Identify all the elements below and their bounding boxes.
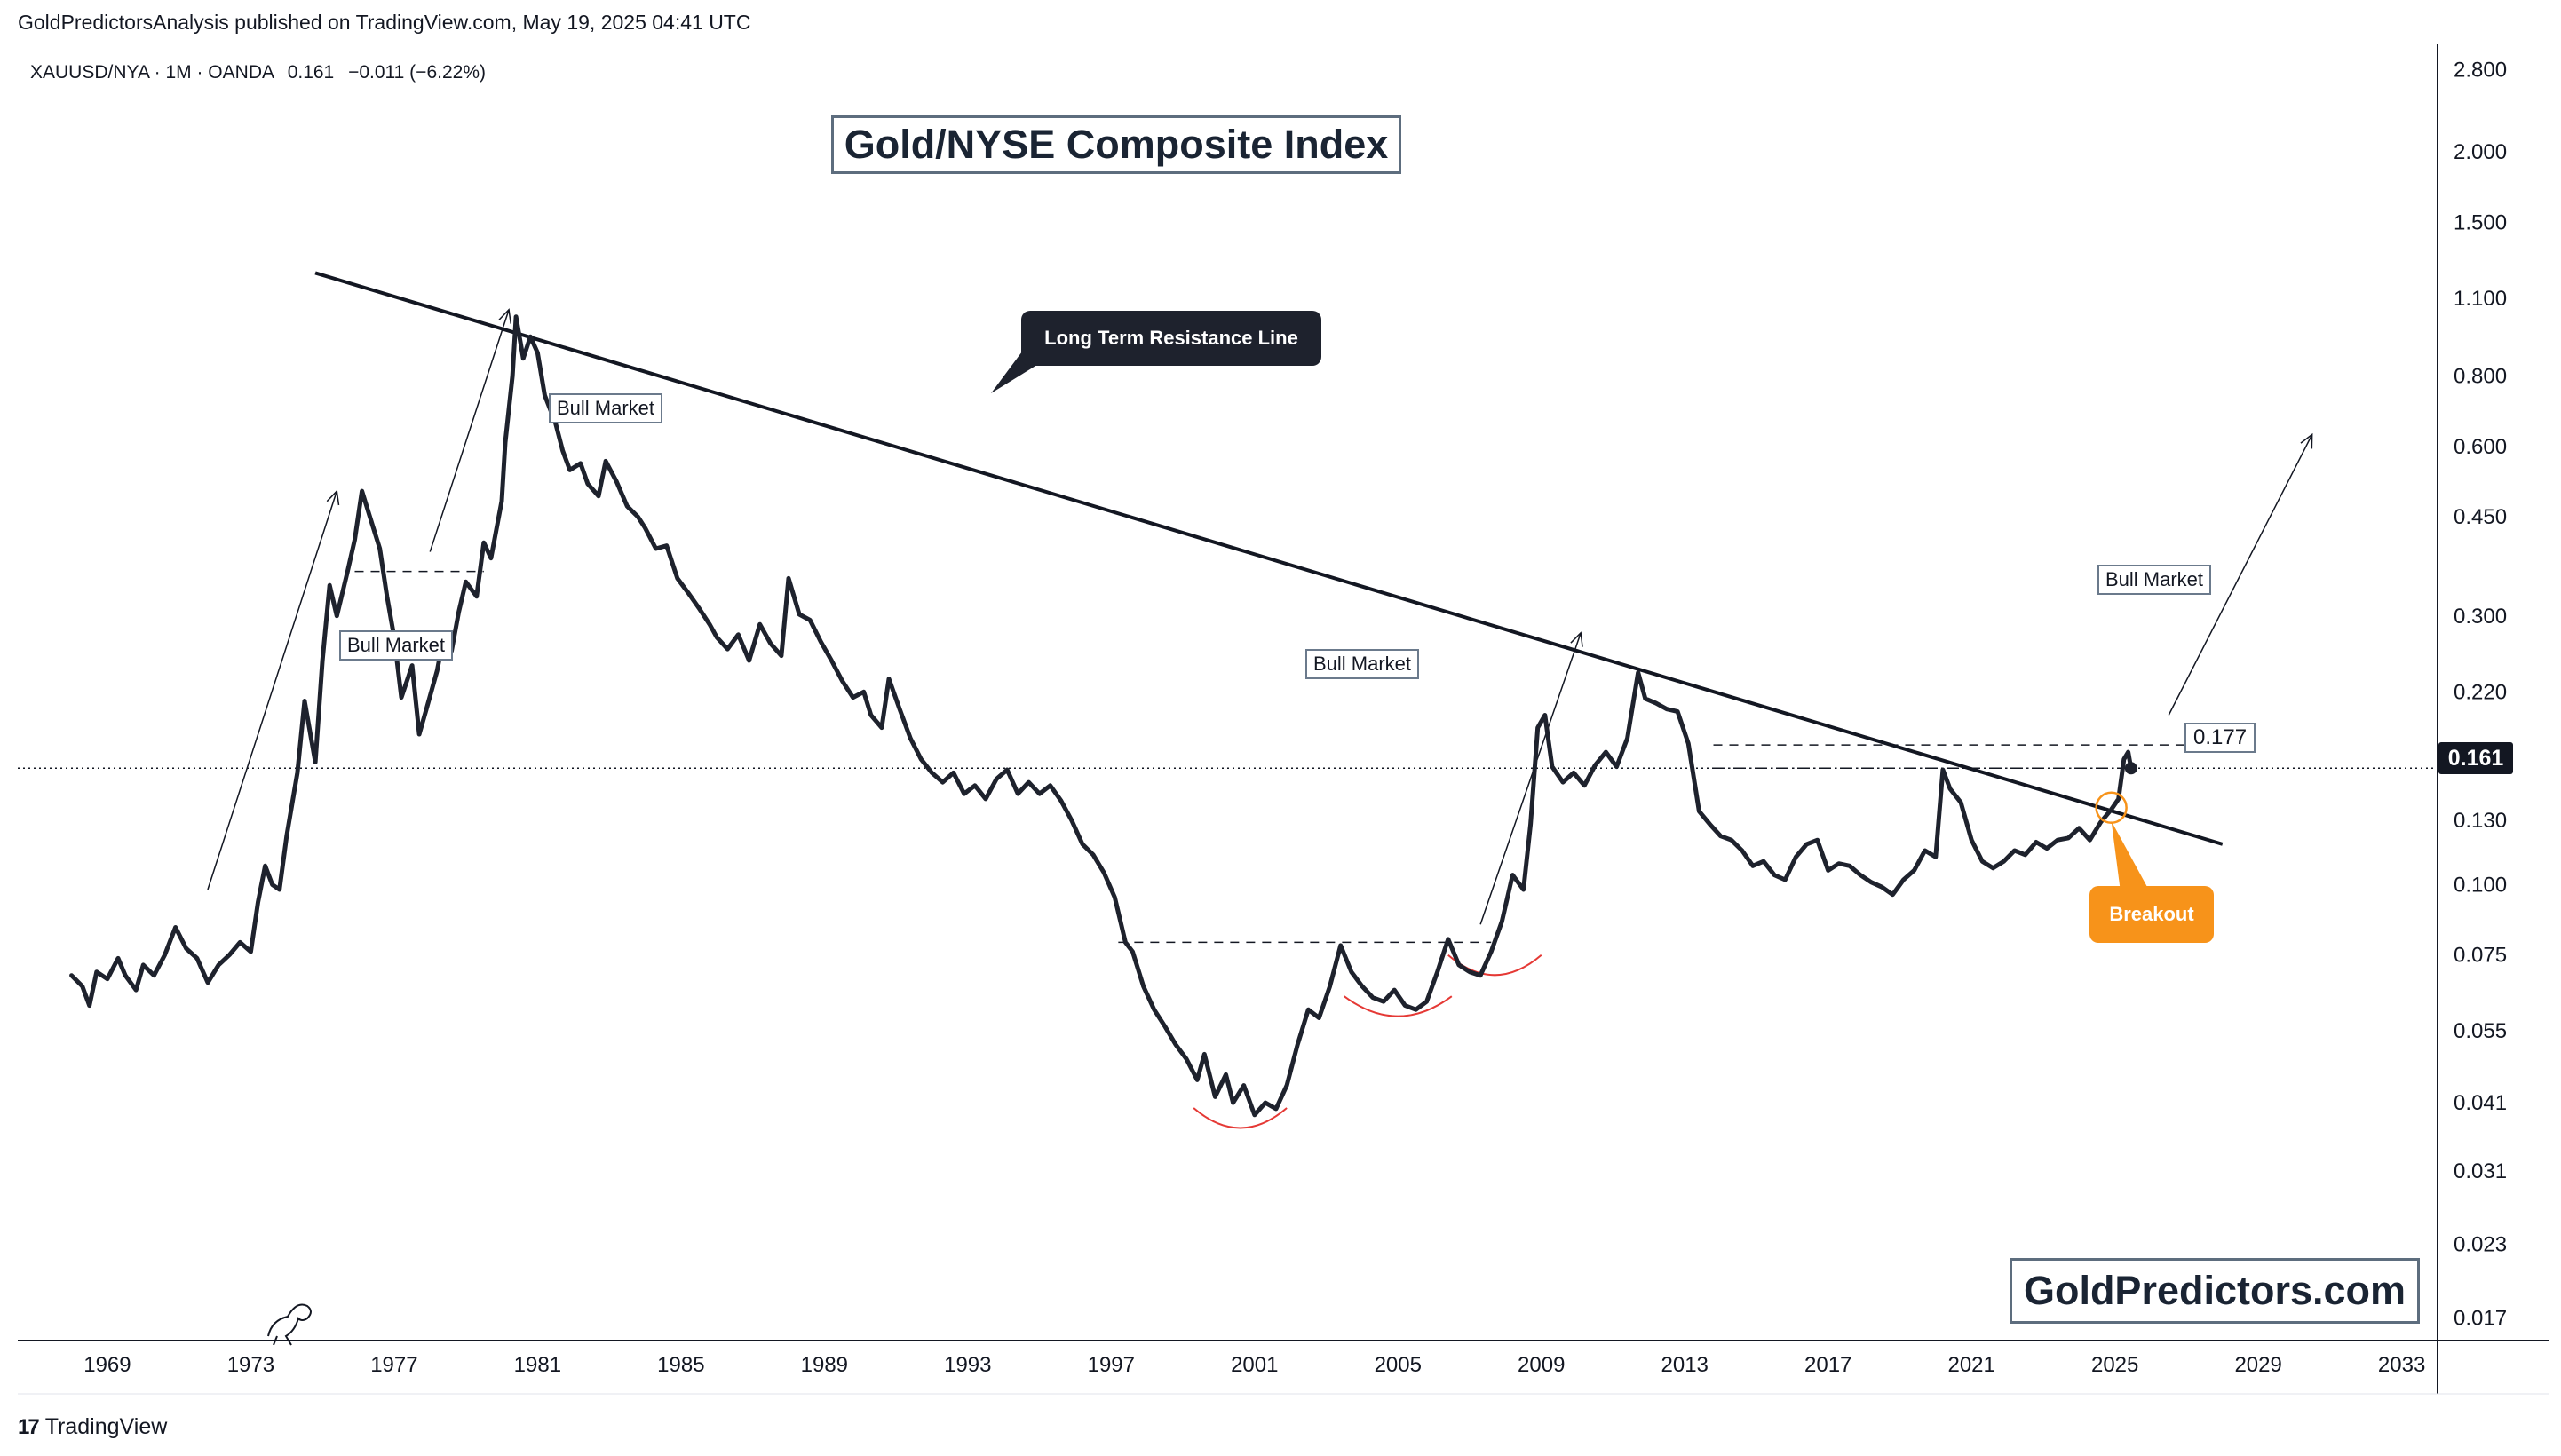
y-tick-label-6: 0.450 <box>2454 505 2507 529</box>
rounding-bottom-arc-2 <box>1344 995 1453 1017</box>
chart-title: Gold/NYSE Composite Index <box>831 115 1401 174</box>
y-tick-label-2: 1.500 <box>2454 210 2507 234</box>
x-tick-label-1985: 1985 <box>657 1353 704 1377</box>
annotation-layer <box>18 271 2438 1129</box>
x-tick-label-2009: 2009 <box>1518 1353 1565 1377</box>
chart-frame <box>18 44 2549 1395</box>
breakout-callout: Breakout <box>2089 886 2214 943</box>
y-tick-label-16: 0.023 <box>2454 1232 2507 1256</box>
rounding-bottom-arc-1 <box>1193 1107 1288 1129</box>
x-tick-label-2029: 2029 <box>2234 1353 2281 1377</box>
bull-market-label-3: Bull Market <box>1305 649 1420 679</box>
y-tick-label-15: 0.031 <box>2454 1159 2507 1183</box>
bull-market-label-1: Bull Market <box>339 630 454 661</box>
tradingview-brand-text: TradingView <box>44 1414 168 1439</box>
x-tick-label-2017: 2017 <box>1804 1353 1851 1377</box>
x-tick-label-1997: 1997 <box>1088 1353 1135 1377</box>
y-tick-label-12: 0.075 <box>2454 944 2507 968</box>
y-tick-label-8: 0.220 <box>2454 680 2507 704</box>
x-tick-label-2033: 2033 <box>2378 1353 2425 1377</box>
x-tick-label-1989: 1989 <box>801 1353 848 1377</box>
x-tick-label-2021: 2021 <box>1947 1353 1994 1377</box>
breakout-pointer <box>2111 820 2149 890</box>
x-tick-label-2025: 2025 <box>2091 1353 2138 1377</box>
bull-arrow-head-4 <box>2300 432 2313 449</box>
y-tick-label-4: 0.800 <box>2454 365 2507 389</box>
y-tick-label-17: 0.017 <box>2454 1307 2507 1331</box>
bull-arrow-2 <box>429 309 510 552</box>
bull-market-label-4: Bull Market <box>2097 565 2212 595</box>
y-tick-label-7: 0.300 <box>2454 605 2507 629</box>
bull-arrow-3 <box>1479 632 1582 925</box>
x-tick-label-2013: 2013 <box>1661 1353 1709 1377</box>
resistance-line-callout: Long Term Resistance Line <box>1021 311 1321 366</box>
x-tick-label-1973: 1973 <box>227 1353 274 1377</box>
y-tick-label-1: 2.000 <box>2454 140 2507 164</box>
symbol-bar: XAUUSD/NYA · 1M · OANDA 0.161 −0.011 (−6… <box>30 62 486 83</box>
bull-arrow-4 <box>2168 434 2313 716</box>
level-0177-label: 0.177 <box>2184 723 2256 753</box>
x-tick-label-1969: 1969 <box>83 1353 131 1377</box>
symbol-change: −0.011 (−6.22%) <box>348 62 486 83</box>
y-tick-label-11: 0.100 <box>2454 873 2507 897</box>
symbol-last: 0.161 <box>287 62 335 83</box>
current-price-tag: 0.161 <box>2438 742 2513 774</box>
x-tick-label-1977: 1977 <box>370 1353 417 1377</box>
gold-nyse-ratio-line <box>69 314 2134 1118</box>
y-tick-label-14: 0.041 <box>2454 1091 2507 1115</box>
y-tick-label-13: 0.055 <box>2454 1019 2507 1043</box>
watermark-goldpredictors: GoldPredictors.com <box>2010 1258 2420 1324</box>
y-tick-label-10: 0.130 <box>2454 809 2507 833</box>
x-tick-label-1981: 1981 <box>514 1353 561 1377</box>
y-tick-label-0: 2.800 <box>2454 59 2507 83</box>
y-tick-label-3: 1.100 <box>2454 287 2507 311</box>
x-tick-label-1993: 1993 <box>944 1353 991 1377</box>
publisher-header: GoldPredictorsAnalysis published on Trad… <box>18 11 751 34</box>
breakout-circle <box>2095 791 2128 824</box>
bull-arrow-1 <box>207 490 338 890</box>
x-tick-label-2001: 2001 <box>1231 1353 1278 1377</box>
bull-market-label-2: Bull Market <box>549 393 663 423</box>
long-term-resistance-line <box>314 271 2224 846</box>
dinosaur-icon <box>267 1303 312 1346</box>
tradingview-logo-icon: 17 <box>18 1414 40 1439</box>
axis-layer: 1969 1973 1977 1981 1985 1989 1993 1997 2001 2005… <box>83 59 2507 1377</box>
current-price-marker <box>2124 762 2137 775</box>
bull-arrow-head-2 <box>498 308 511 324</box>
tradingview-brand[interactable]: 17 TradingView <box>18 1414 167 1440</box>
bull-arrow-head-1 <box>326 489 340 506</box>
x-tick-label-2005: 2005 <box>1375 1353 1422 1377</box>
bull-arrow-head-3 <box>1570 631 1583 647</box>
y-tick-label-5: 0.600 <box>2454 435 2507 459</box>
price-series-layer <box>69 314 2137 1118</box>
symbol-name[interactable]: XAUUSD/NYA · 1M · OANDA <box>30 62 274 83</box>
